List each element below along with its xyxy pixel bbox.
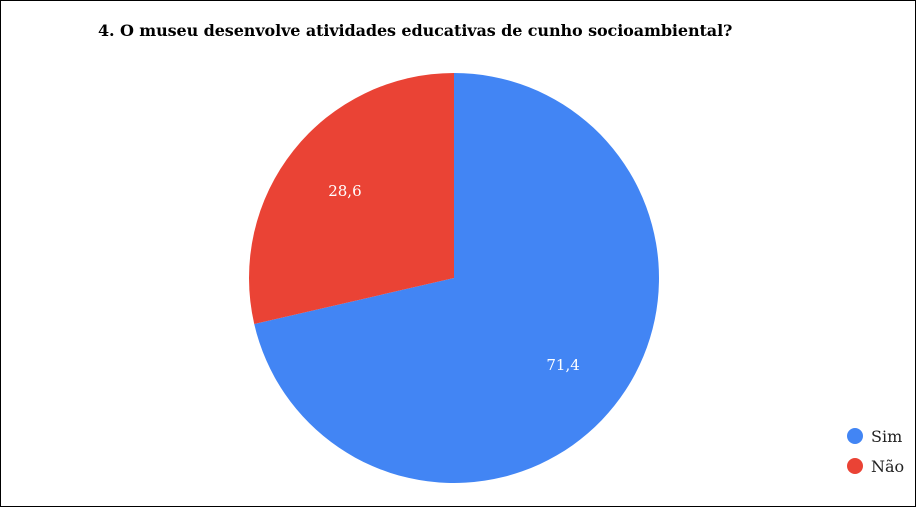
legend-label-nao: Não — [871, 456, 905, 476]
legend: Sim Não — [847, 425, 904, 485]
legend-item-sim: Sim — [847, 425, 904, 447]
pie-slices — [249, 73, 659, 484]
legend-label-sim: Sim — [871, 426, 903, 446]
pie-slice-sim — [254, 73, 659, 484]
legend-swatch-nao — [847, 458, 863, 474]
pie-slice-nao — [249, 73, 454, 324]
legend-item-nao: Não — [847, 455, 904, 477]
legend-swatch-sim — [847, 428, 863, 444]
slice-value-label: 28,6 — [328, 182, 361, 200]
chart-title: 4. O museu desenvolve atividades educati… — [98, 21, 733, 40]
pie-value-labels: 71,4 28,6 — [328, 182, 580, 374]
slice-value-label: 71,4 — [546, 356, 579, 374]
